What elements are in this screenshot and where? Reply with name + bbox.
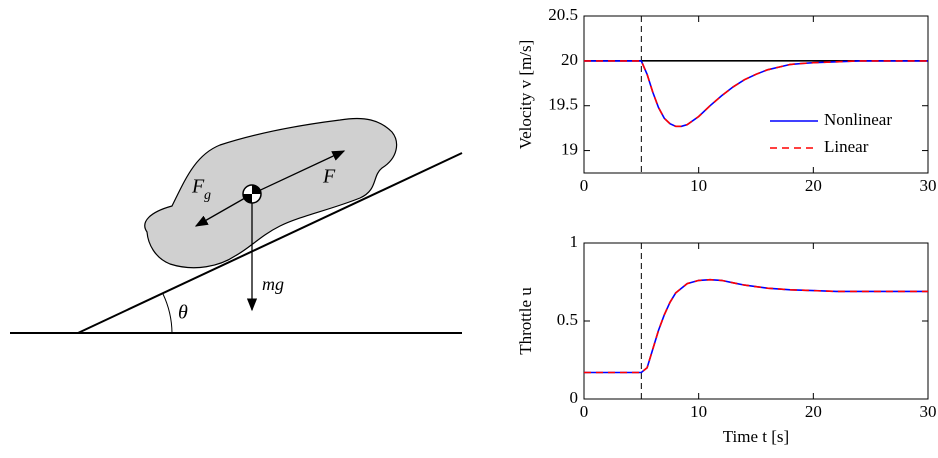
x-tick-label: 20 <box>805 402 822 421</box>
line-chart: 0 10 20 30 19 19.5 20 20.5 Velocity v [m/s] Nonli… <box>516 5 937 195</box>
y-tick-label: 0.5 <box>557 310 578 329</box>
y-tick-label: 0 <box>570 388 579 407</box>
car <box>144 117 398 269</box>
force-label: F <box>191 176 205 198</box>
slope <box>77 152 463 334</box>
y-axis-label: Throttle u <box>516 287 535 355</box>
x-tick-label: 10 <box>690 176 707 195</box>
x-tick-label: 0 <box>580 176 589 195</box>
legend-label: Nonlinear <box>824 110 892 129</box>
force-arrow <box>251 150 346 195</box>
y-tick-label: 19.5 <box>548 95 578 114</box>
force-label-subscript: g <box>204 188 211 203</box>
y-tick-label: 20.5 <box>548 5 578 24</box>
incline-diagram: F g F mg θ <box>10 117 463 334</box>
plot-frame <box>583 15 929 174</box>
force-label: mg <box>262 274 284 294</box>
y-axis-label: Velocity v [m/s] <box>516 40 535 150</box>
center-of-mass-fill <box>243 185 261 203</box>
plot-frame <box>583 242 929 400</box>
series-line <box>584 278 928 374</box>
gravity-arrow <box>194 193 253 227</box>
x-tick-label: 10 <box>690 402 707 421</box>
series-line <box>584 60 928 128</box>
line-chart: 0 10 20 30 0 0.5 1 Throttle u Time t [s] <box>516 232 937 446</box>
series-line <box>584 278 928 374</box>
x-tick-label: 0 <box>580 402 589 421</box>
y-tick-label: 19 <box>561 139 578 158</box>
y-tick-label: 20 <box>561 50 578 69</box>
x-tick-label: 20 <box>805 176 822 195</box>
x-tick-label: 30 <box>920 402 937 421</box>
angle-label: θ <box>178 302 188 324</box>
legend-label: Linear <box>824 137 869 156</box>
x-tick-label: 30 <box>920 176 937 195</box>
angle-arc <box>162 293 173 334</box>
x-axis-label: Time t [s] <box>723 427 789 446</box>
y-tick-label: 1 <box>570 232 579 251</box>
force-label: F <box>322 166 336 188</box>
